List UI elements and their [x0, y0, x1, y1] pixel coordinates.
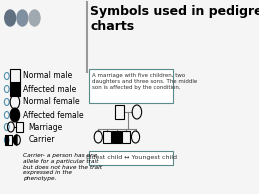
Bar	[112, 131, 121, 143]
Polygon shape	[13, 135, 17, 145]
Bar	[10, 69, 20, 83]
Text: Carrier- a person has one
allele for a particular trait
but does not have the tr: Carrier- a person has one allele for a p…	[23, 153, 102, 181]
Circle shape	[5, 10, 16, 26]
Bar	[5, 135, 9, 145]
Bar	[103, 131, 111, 143]
Text: Normal female: Normal female	[23, 98, 80, 107]
Text: A marriage with five children, two
daughters and three sons. The middle
son is a: A marriage with five children, two daugh…	[92, 73, 197, 90]
Circle shape	[29, 10, 40, 26]
Bar	[122, 131, 130, 143]
Text: Carrier: Carrier	[28, 135, 55, 145]
Text: Marriage: Marriage	[28, 122, 63, 132]
Bar	[10, 82, 20, 96]
Text: Affected female: Affected female	[23, 111, 84, 120]
Text: Normal male: Normal male	[23, 72, 72, 81]
FancyBboxPatch shape	[89, 151, 174, 165]
Text: Eldest child ↔ Youngest child: Eldest child ↔ Youngest child	[86, 156, 177, 160]
Circle shape	[17, 10, 28, 26]
Text: Symbols used in pedigree
charts: Symbols used in pedigree charts	[90, 5, 259, 33]
Bar	[114, 105, 124, 119]
Bar	[16, 122, 23, 132]
Bar	[5, 135, 12, 145]
FancyBboxPatch shape	[89, 69, 174, 103]
Circle shape	[10, 108, 20, 122]
Text: Affected male: Affected male	[23, 85, 76, 94]
